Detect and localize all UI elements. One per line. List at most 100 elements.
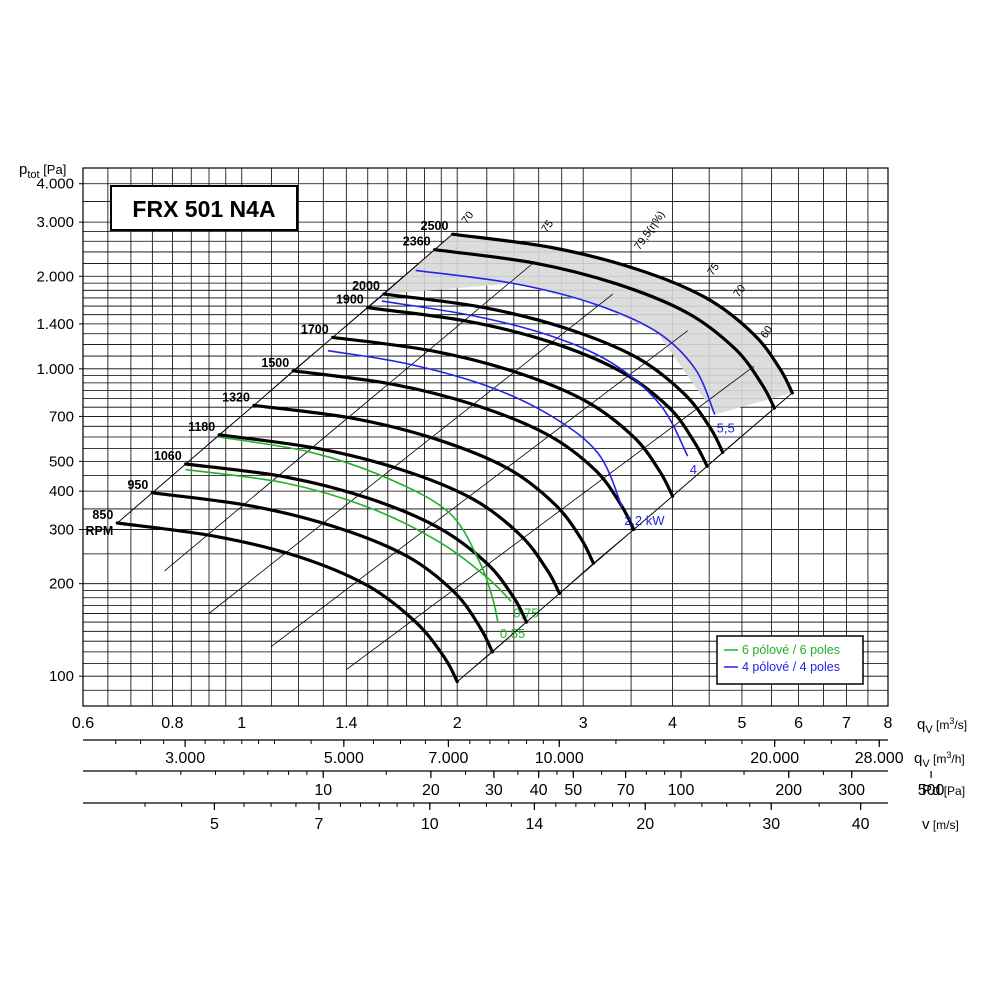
efficiency-line (346, 365, 755, 671)
scale-tick-label: 7.000 (428, 750, 468, 767)
motor-label-4pole-2: 5,5 (717, 421, 735, 436)
scale-label: qV [m3/h] (914, 750, 965, 770)
x-tick-label: 0.6 (72, 715, 94, 732)
x-tick-label: 3 (579, 715, 588, 732)
legend-box (716, 635, 864, 685)
scale-tick-label: 10 (314, 782, 332, 799)
rpm-curve-1060 (184, 462, 529, 624)
scale-tick-label: 200 (775, 782, 802, 799)
rpm-label-1320: 1320 (222, 390, 250, 404)
x-axis-label: qV [m3/s] (917, 716, 967, 736)
secondary-scale-1: 1020304050701002003005001000Pd [Pa] (83, 770, 965, 799)
scale-tick-label: 10.000 (535, 750, 584, 767)
x-tick-label: 8 (884, 715, 893, 732)
x-tick-label: 0.8 (161, 715, 183, 732)
y-tick-label: 300 (49, 522, 74, 539)
rpm-label-1180: 1180 (188, 420, 215, 434)
legend: 6 pólové / 6 poles 4 pólové / 4 poles (716, 635, 864, 685)
rpm-curve-1900 (366, 306, 709, 468)
rpm-label-850: 850 (92, 508, 113, 522)
scale-tick-label: 5.000 (324, 750, 364, 767)
rpm-unit-label: RPM (86, 524, 114, 538)
rpm-curve-1180 (217, 433, 562, 595)
x-tick-label: 1.4 (335, 715, 357, 732)
rpm-curve-850 (115, 521, 459, 684)
rpm-label-1900: 1900 (336, 293, 364, 307)
y-tick-label: 3.000 (36, 214, 74, 231)
scale-tick-label: 3.000 (165, 750, 205, 767)
scale-tick-label: 40 (530, 782, 548, 799)
scale-tick-label: 40 (852, 816, 870, 833)
motor-curve-4pole-1 (381, 300, 689, 457)
y-axis: 4.000 3.000 2.000 1.400 1.000 700 500 400 300 200… (19, 161, 83, 685)
secondary-scale-0: 3.000 5.000 7.000 10.000 20.000 28.000 qV [m3/… (83, 739, 965, 770)
efficiency-label: 70 (731, 283, 748, 300)
x-tick-label: 2 (453, 715, 462, 732)
efficiency-label: 79,5(η%) (632, 209, 667, 252)
efficiency-line (271, 330, 688, 647)
secondary-scale-2: 5 7 10 14 20 30 40 v [m/s] (83, 802, 959, 833)
scale-tick-label: 14 (525, 816, 543, 833)
motor-curve-4pole-2 (415, 269, 716, 415)
y-tick-label: 4.000 (36, 176, 74, 193)
scale-tick-label: 20 (422, 782, 440, 799)
scale-tick-label: 20.000 (750, 750, 799, 767)
rpm-label-2360: 2360 (403, 235, 431, 249)
rpm-label-2000: 2000 (352, 279, 380, 293)
x-tick-label: 1 (237, 715, 246, 732)
rpm-label-1500: 1500 (261, 356, 289, 370)
plot-frame (82, 167, 889, 707)
scale-label: Pd [Pa] (922, 782, 965, 799)
scale-tick-label: 100 (668, 782, 695, 799)
motor-curve-4pole-0 (327, 349, 623, 508)
motor-curves: 0,55 0,75 2,2 kW 4 5,5 (185, 269, 735, 641)
efficiency-label: 75 (539, 218, 556, 235)
y-tick-label: 200 (49, 576, 74, 593)
rpm-curve-2000 (382, 292, 725, 454)
y-tick-label: 500 (49, 453, 74, 470)
scale-tick-label: 20 (636, 816, 654, 833)
scale-tick-label: 300 (838, 782, 865, 799)
x-tick-label: 7 (842, 715, 851, 732)
x-tick-label: 6 (794, 715, 803, 732)
rpm-curve-1700 (331, 335, 675, 498)
x-tick-label: 4 (668, 715, 677, 732)
scale-label: v [m/s] (922, 816, 959, 833)
x-axis: 0.6 0.8 1 1.4 2 3 4 5 6 7 8 qV [m3/s] (72, 715, 967, 736)
motor-curve-6pole-0 (219, 436, 499, 623)
y-tick-label: 100 (49, 668, 74, 685)
scale-tick-label: 500 (918, 782, 945, 799)
scale-tick-label: 50 (564, 782, 582, 799)
y-tick-label: 700 (49, 408, 74, 425)
y-tick-label: 1.000 (36, 361, 74, 378)
y-tick-label: 1.400 (36, 316, 74, 333)
motor-label-6pole-0: 0,55 (500, 626, 525, 641)
rpm-label-950: 950 (127, 478, 148, 492)
scale-tick-label: 28.000 (855, 750, 904, 767)
rpm-curve-2360 (433, 248, 776, 410)
legend-item: 6 pólové / 6 poles (742, 643, 840, 657)
scale-tick-label: 10 (421, 816, 439, 833)
y-tick-label: 2.000 (36, 268, 74, 285)
efficiency-label: 60 (758, 324, 775, 341)
rpm-curve-950 (150, 491, 494, 654)
rpm-label-1060: 1060 (154, 449, 182, 463)
motor-curve-6pole-1 (185, 468, 512, 603)
title-box (110, 185, 298, 231)
scale-tick-label: 30 (485, 782, 503, 799)
rpm-label-1700: 1700 (301, 322, 329, 336)
scale-tick-label: 7 (315, 816, 324, 833)
scale-tick-label: 30 (762, 816, 780, 833)
efficiency-label: 75 (705, 261, 722, 278)
scale-tick-label: 5 (210, 816, 219, 833)
rpm-label-2500: 2500 (421, 219, 449, 233)
motor-label-4pole-1: 4 (690, 462, 697, 477)
motor-label-6pole-1: 0,75 (513, 605, 538, 620)
rpm-curve-1320 (252, 403, 595, 565)
chart-title: FRX 501 N4A (132, 196, 275, 222)
x-tick-label: 5 (737, 715, 746, 732)
high-efficiency-zone (383, 234, 793, 415)
